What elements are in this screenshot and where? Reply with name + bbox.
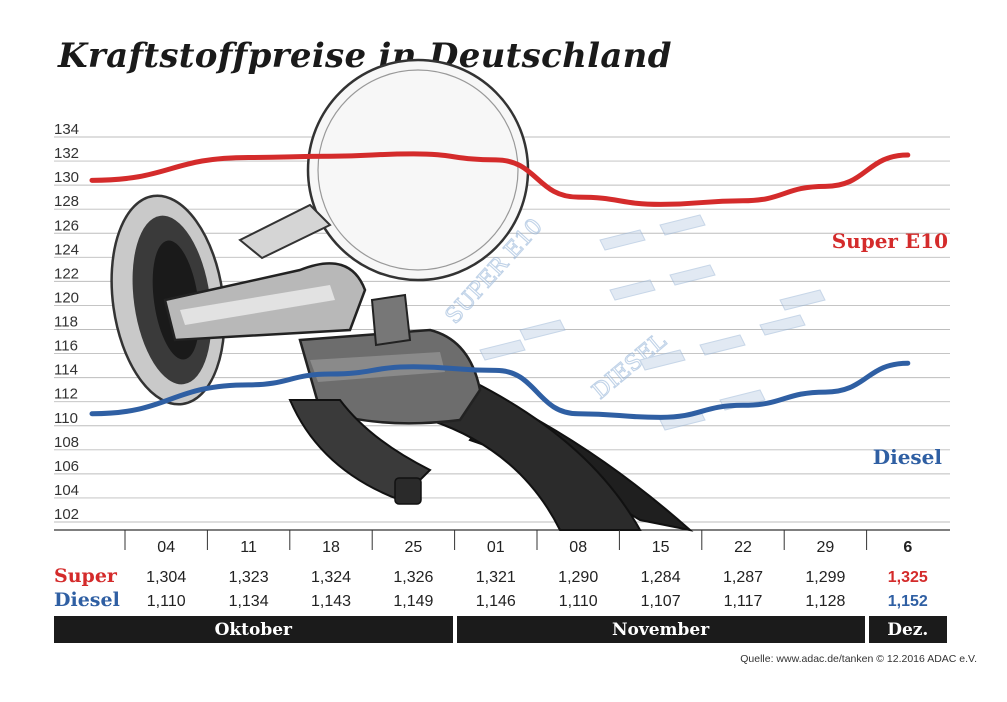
- x-tick-label: 6: [903, 539, 912, 556]
- x-tick-label: 22: [734, 539, 752, 556]
- data-label-super: 1,287: [723, 569, 763, 586]
- y-tick-label: 124: [54, 241, 79, 258]
- y-tick-labels: 134 132 130 128 126 124 122 120 118 116 114 112 110 1…: [54, 121, 79, 523]
- y-tick-label: 104: [54, 482, 79, 499]
- y-tick-label: 112: [54, 386, 78, 403]
- y-tick-label: 108: [54, 434, 79, 451]
- data-label-super: 1,324: [311, 569, 351, 586]
- data-label-super: 1,321: [476, 569, 516, 586]
- y-tick-label: 116: [54, 338, 78, 355]
- month-label: November: [456, 616, 865, 643]
- series-line-diesel: [89, 360, 911, 420]
- chart-title: Kraftstoffpreise in Deutschland: [58, 36, 672, 76]
- data-label-diesel: 1,152: [888, 593, 928, 610]
- data-label-diesel: 1,117: [724, 593, 763, 610]
- y-tick-label: 132: [54, 145, 79, 162]
- value-table: 04 1,304 1,110 11 1,323 1,134 18 1,324 1,143 25 1,…: [54, 530, 928, 611]
- data-label-diesel: 1,110: [559, 593, 598, 610]
- data-label-super: 1,304: [146, 569, 186, 586]
- x-tick-label: 29: [817, 539, 835, 556]
- data-label-super: 1,299: [805, 569, 845, 586]
- series-label-super-e10: Super E10: [832, 229, 948, 253]
- y-tick-label: 130: [54, 169, 79, 186]
- fuel-cap: [306, 58, 530, 282]
- data-label-diesel: 1,110: [147, 593, 186, 610]
- row-label-super: Super: [54, 565, 118, 587]
- y-tick-label: 134: [54, 121, 79, 138]
- x-tick-label: 25: [405, 539, 423, 556]
- series-line-super-e10: [89, 151, 911, 207]
- x-tick-label: 01: [487, 539, 505, 556]
- x-tick-label: 04: [157, 539, 175, 556]
- x-tick-label: 11: [240, 539, 257, 556]
- data-label-super: 1,284: [641, 569, 681, 586]
- y-tick-label: 110: [54, 410, 78, 427]
- y-tick-label: 102: [54, 506, 79, 523]
- y-tick-label: 114: [54, 362, 78, 379]
- x-tick-label: 15: [652, 539, 670, 556]
- data-label-super: 1,326: [393, 569, 433, 586]
- data-label-diesel: 1,134: [229, 593, 269, 610]
- x-tick-label: 18: [322, 539, 340, 556]
- data-label-super: 1,323: [229, 569, 269, 586]
- y-tick-label: 106: [54, 458, 79, 475]
- series-label-diesel: Diesel: [873, 445, 943, 469]
- data-label-diesel: 1,128: [805, 593, 845, 610]
- fuel-nozzle-illustration: [110, 58, 694, 532]
- y-tick-label: 122: [54, 265, 79, 282]
- data-label-diesel: 1,107: [641, 593, 681, 610]
- x-tick-label: 08: [569, 539, 587, 556]
- row-label-diesel: Diesel: [54, 589, 120, 611]
- y-tick-label: 128: [54, 193, 79, 210]
- data-label-diesel: 1,143: [311, 593, 351, 610]
- month-label: Dez.: [868, 616, 947, 643]
- data-label-super: 1,325: [888, 569, 928, 586]
- source-note: Quelle: www.adac.de/tanken © 12.2016 ADA…: [740, 653, 977, 665]
- data-label-super: 1,290: [558, 569, 598, 586]
- y-tick-label: 126: [54, 217, 79, 234]
- data-label-diesel: 1,146: [476, 593, 516, 610]
- y-tick-label: 118: [54, 314, 78, 331]
- y-tick-label: 120: [54, 289, 79, 306]
- month-label: Oktober: [54, 616, 453, 643]
- series-lines: [89, 151, 911, 420]
- series-labels: Super E10 Diesel: [832, 229, 948, 469]
- data-label-diesel: 1,149: [393, 593, 433, 610]
